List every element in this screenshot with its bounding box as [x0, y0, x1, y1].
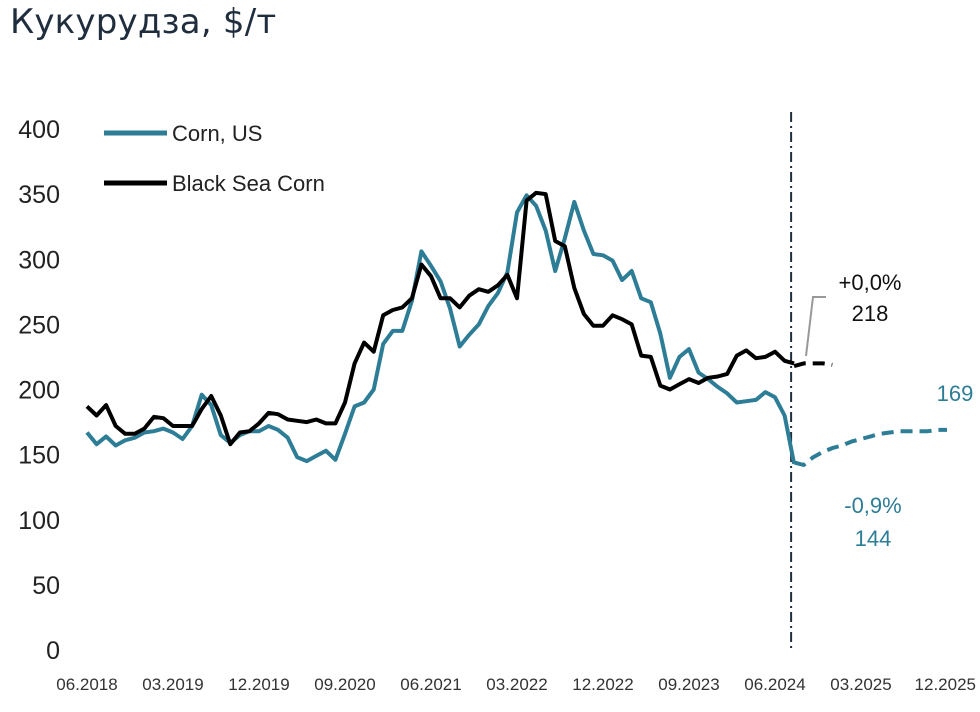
legend-label-corn-us: Corn, US [172, 121, 262, 146]
y-tick-label: 150 [18, 442, 60, 470]
annotation-corn-us-pct: -0,9% [844, 493, 901, 518]
x-axis-ticks: 06.2018 03.2019 12.2019 09.2020 06.2021 03.20… [56, 675, 976, 694]
annotation-leader-line [805, 296, 826, 357]
y-tick-label: 50 [32, 572, 60, 600]
series-line-3 [793, 361, 833, 369]
x-tick-label: 12.2025 [915, 675, 976, 694]
legend-label-black-sea: Black Sea Corn [172, 171, 325, 196]
x-tick-label: 06.2021 [400, 675, 461, 694]
x-tick-label: 06.2018 [56, 675, 117, 694]
series-line-2 [793, 427, 947, 467]
x-tick-label: 09.2020 [314, 675, 375, 694]
annotation-corn-us-end: 169 [937, 381, 974, 406]
annotation-corn-us-value: 144 [855, 526, 892, 551]
y-axis-ticks: 0 50 100 150 200 250 300 350 400 [18, 116, 60, 665]
x-tick-label: 03.2025 [830, 675, 891, 694]
y-tick-label: 200 [18, 377, 60, 405]
y-tick-label: 0 [46, 637, 60, 665]
x-tick-label: 06.2024 [744, 675, 805, 694]
series-line-1 [85, 190, 795, 447]
y-tick-label: 400 [18, 116, 60, 144]
y-tick-label: 350 [18, 181, 60, 209]
x-tick-label: 12.2019 [228, 675, 289, 694]
y-tick-label: 100 [18, 507, 60, 535]
annotation-black-sea-value: 218 [852, 301, 889, 326]
x-tick-label: 03.2019 [142, 675, 203, 694]
legend: Corn, US Black Sea Corn [104, 121, 325, 196]
annotation-black-sea-pct: +0,0% [839, 270, 902, 295]
x-tick-label: 03.2022 [486, 675, 547, 694]
x-tick-label: 09.2023 [658, 675, 719, 694]
y-tick-label: 250 [18, 311, 60, 339]
series-line-0 [85, 193, 797, 465]
x-tick-label: 12.2022 [572, 675, 633, 694]
chart-title: Кукурудза, $/т [10, 2, 277, 42]
y-tick-label: 300 [18, 246, 60, 274]
series-group [85, 190, 947, 467]
